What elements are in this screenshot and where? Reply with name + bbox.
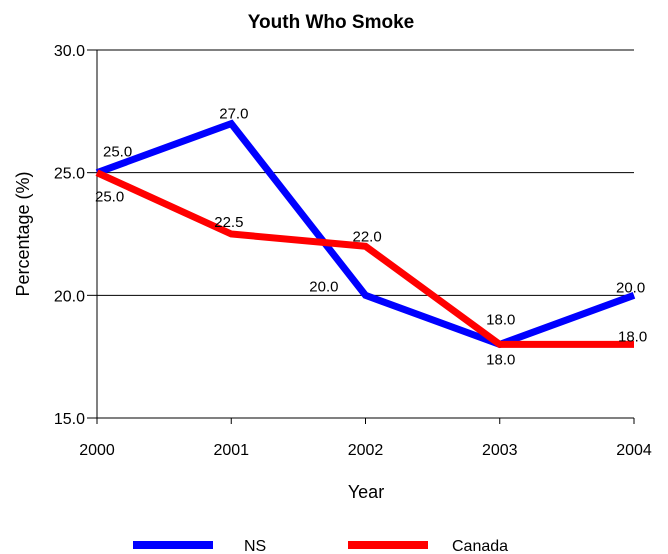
data-label-canada: 18.0 bbox=[486, 311, 515, 328]
data-label-ns: 20.0 bbox=[616, 279, 645, 296]
gridlines bbox=[97, 49, 634, 296]
legend-label: Canada bbox=[452, 538, 508, 554]
chart-title: Youth Who Smoke bbox=[248, 12, 414, 33]
x-axis-label: Year bbox=[348, 482, 384, 502]
series-line-ns bbox=[95, 119, 636, 349]
data-label-ns: 25.0 bbox=[103, 144, 132, 161]
y-tick-label: 25.0 bbox=[54, 166, 85, 183]
data-label-canada: 22.0 bbox=[353, 228, 382, 245]
x-tick-label: 2000 bbox=[79, 442, 115, 459]
y-tick-label: 30.0 bbox=[54, 43, 85, 60]
series-line-canada bbox=[95, 169, 634, 348]
legend: NS Canada bbox=[133, 538, 508, 554]
y-tick-label: 15.0 bbox=[54, 411, 85, 428]
data-label-ns: 20.0 bbox=[309, 278, 338, 295]
data-label-ns: 18.0 bbox=[486, 351, 515, 368]
y-axis-ticks: 15.0 20.0 25.0 30.0 bbox=[54, 43, 97, 428]
series-layer bbox=[95, 119, 636, 349]
data-labels: 25.0 27.0 20.0 18.0 20.0 25.0 22.5 22.0 18.0 18.0 bbox=[95, 106, 647, 369]
x-tick-label: 2003 bbox=[482, 442, 518, 459]
data-label-ns: 27.0 bbox=[219, 106, 248, 123]
y-tick-label: 20.0 bbox=[54, 288, 85, 305]
x-axis-ticks: 2000 2001 2002 2003 2004 bbox=[79, 418, 652, 459]
x-tick-label: 2002 bbox=[348, 442, 384, 459]
x-tick-label: 2004 bbox=[616, 442, 652, 459]
y-axis-label: Percentage (%) bbox=[13, 171, 33, 296]
data-label-canada: 18.0 bbox=[618, 328, 647, 345]
x-tick-label: 2001 bbox=[213, 442, 249, 459]
data-label-canada: 22.5 bbox=[214, 214, 243, 231]
legend-label: NS bbox=[244, 538, 266, 554]
data-label-canada: 25.0 bbox=[95, 189, 124, 206]
